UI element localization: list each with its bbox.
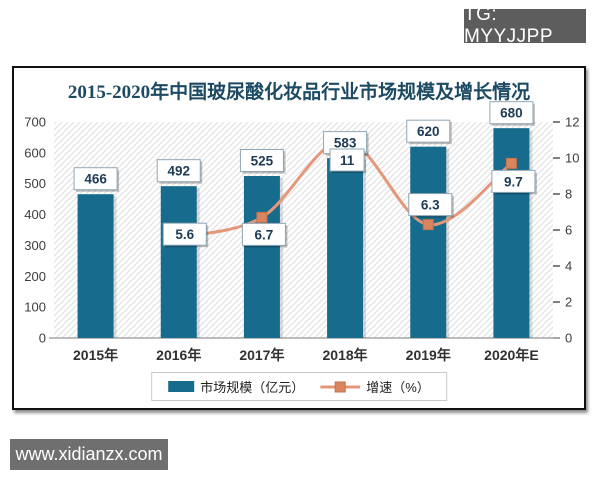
category-label: 2020年E xyxy=(484,347,538,363)
tg-badge: TG: MYYJJPP xyxy=(464,4,586,47)
growth-value-label: 6.3 xyxy=(421,198,440,213)
growth-value-label: 9.7 xyxy=(504,174,523,189)
growth-value-label-box xyxy=(162,222,207,246)
bar-value-label-box xyxy=(489,101,534,125)
line-marker xyxy=(256,211,268,223)
category-label: 2016年 xyxy=(156,347,201,363)
growth-value-label-box xyxy=(408,193,453,217)
chart-container: 2015-2020年中国玻尿酸化妆品行业市场规模及增长情况 0 100 200 300… xyxy=(12,66,586,410)
right-axis-tick-label: 0 xyxy=(565,331,572,346)
bar-value-label: 466 xyxy=(84,172,107,187)
watermark-badge: www.xidianzx.com xyxy=(10,439,168,470)
left-axis-tick-label: 300 xyxy=(24,238,46,253)
left-axis-tick-label: 600 xyxy=(24,145,46,160)
bar-value-label: 525 xyxy=(251,154,274,169)
line-marker xyxy=(422,219,434,231)
category-label: 2015年 xyxy=(73,347,118,363)
left-axis-tick-label: 0 xyxy=(39,331,46,346)
left-axis-tick-label: 200 xyxy=(24,269,46,284)
left-axis-tick-label: 500 xyxy=(24,176,46,191)
bar-value-label: 680 xyxy=(500,106,523,121)
line-marker xyxy=(505,157,517,169)
growth-value-label: 6.7 xyxy=(255,227,274,242)
chart-plot-area: 0 100 200 300 400 500 600 700 0 2 4 6 8 10 12 2015年 2016… xyxy=(24,101,579,363)
left-axis-tick-label: 100 xyxy=(24,300,46,315)
growth-value-label-box xyxy=(329,148,365,172)
bar-series-swatch xyxy=(168,381,195,392)
growth-value-label-box xyxy=(241,222,286,246)
bar-value-label: 492 xyxy=(167,164,190,179)
right-axis-tick-label: 6 xyxy=(565,223,572,238)
left-axis-tick-label: 400 xyxy=(24,207,46,222)
right-axis-tick-label: 4 xyxy=(565,259,572,274)
line-series-swatch xyxy=(320,381,361,392)
bar-value-label-box xyxy=(406,119,451,143)
bar-value-label: 620 xyxy=(417,124,440,139)
left-axis-tick-label: 700 xyxy=(24,115,46,130)
bar xyxy=(160,186,197,338)
bar-value-label: 583 xyxy=(334,136,357,151)
plot-background xyxy=(54,122,553,338)
bar xyxy=(410,146,447,338)
legend-item-growth: 增速（%） xyxy=(320,377,430,396)
category-label: 2019年 xyxy=(406,347,451,363)
category-label: 2018年 xyxy=(323,347,368,363)
growth-value-label-box xyxy=(491,169,536,193)
right-axis-tick-label: 8 xyxy=(565,187,572,202)
chart-legend: 市场规模（亿元） 增速（%） xyxy=(151,372,447,401)
legend-label-market-size: 市场规模（亿元） xyxy=(200,380,305,395)
bar xyxy=(327,158,364,338)
bar-value-label-box xyxy=(156,159,201,183)
growth-value-label: 11 xyxy=(340,153,355,168)
right-axis-tick-label: 12 xyxy=(565,115,579,130)
right-axis-tick-label: 2 xyxy=(565,295,572,310)
chart-title: 2015-2020年中国玻尿酸化妆品行业市场规模及增长情况 xyxy=(67,82,531,103)
right-axis-tick-label: 10 xyxy=(565,151,579,166)
legend-item-market-size: 市场规模（亿元） xyxy=(168,377,304,396)
growth-value-label: 5.6 xyxy=(175,227,194,242)
bar-value-label-box xyxy=(239,149,284,172)
category-label: 2017年 xyxy=(239,347,284,363)
bar xyxy=(243,176,280,338)
bar-value-label-box xyxy=(73,167,118,191)
bar xyxy=(77,194,114,338)
legend-label-growth: 增速（%） xyxy=(366,380,430,395)
